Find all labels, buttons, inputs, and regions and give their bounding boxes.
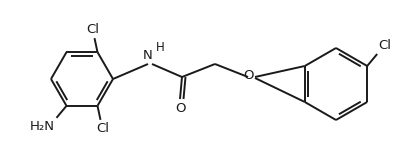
Text: H: H xyxy=(156,41,164,54)
Text: N: N xyxy=(143,49,152,62)
Text: O: O xyxy=(243,69,254,83)
Text: Cl: Cl xyxy=(86,23,99,36)
Text: O: O xyxy=(175,102,185,115)
Text: H₂N: H₂N xyxy=(29,120,55,133)
Text: Cl: Cl xyxy=(96,122,109,135)
Text: Cl: Cl xyxy=(377,39,390,52)
